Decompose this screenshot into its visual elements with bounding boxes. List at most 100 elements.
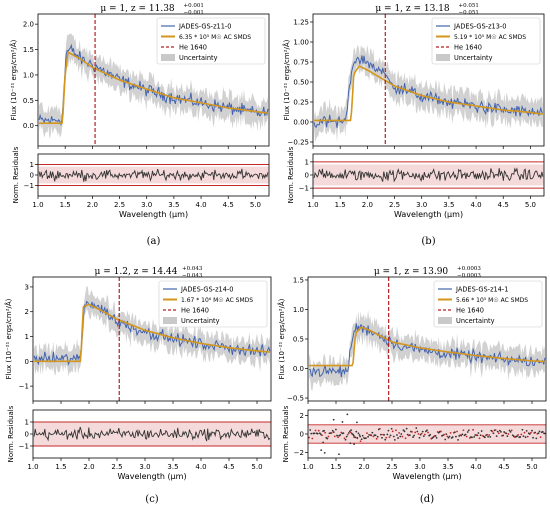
- resid-y-tick-label: 0: [25, 431, 29, 439]
- residual-point: [480, 430, 483, 432]
- title-subscript: −0.0003: [457, 273, 481, 279]
- residual-point: [486, 433, 488, 436]
- residual-point: [366, 432, 368, 434]
- legend: JADES-GS-z13-0 5.19 * 10⁵ M☉ AC SMDS He 16…: [431, 17, 541, 65]
- plot-area: [309, 310, 546, 391]
- y-tick-label: 1.0: [293, 306, 304, 314]
- residual-point: [411, 430, 413, 433]
- residual-point: [354, 436, 357, 439]
- residual-point: [321, 434, 323, 437]
- x-tick-label: 4.0: [470, 463, 481, 471]
- residual-point: [412, 436, 414, 438]
- resid-y-axis-label: Norm. Residuals: [287, 146, 295, 203]
- panel-title: μ = 1.2, z = 14.44: [95, 267, 178, 277]
- residual-point: [370, 434, 373, 437]
- legend: JADES-GS-z11-0 6.35 * 10⁵ M☉ AC SMDS He 16…: [156, 17, 266, 65]
- residual-point: [330, 432, 333, 434]
- residual-point: [392, 435, 395, 438]
- residual-point: [332, 431, 335, 434]
- residual-point: [337, 436, 339, 439]
- residual-point: [473, 436, 476, 438]
- plot-area: [33, 286, 271, 377]
- residual-point: [335, 428, 337, 431]
- residual-point: [517, 433, 519, 436]
- residual-point: [426, 429, 428, 432]
- residual-point: [435, 436, 438, 439]
- residual-point: [405, 427, 408, 430]
- residual-point: [434, 435, 437, 437]
- plot-area: [38, 33, 269, 139]
- residual-point: [398, 431, 401, 434]
- residual-point: [360, 438, 363, 441]
- residual-point: [445, 433, 448, 436]
- panel-title: μ = 1, z = 13.18: [375, 4, 450, 14]
- residual-point: [516, 435, 518, 437]
- residual-point: [339, 434, 342, 436]
- residual-point: [341, 421, 344, 423]
- x-tick-label: 4.0: [195, 463, 206, 471]
- residual-point: [497, 432, 500, 435]
- residual-point: [318, 432, 321, 435]
- residual-point: [415, 427, 418, 429]
- legend-entry: He 1640: [456, 307, 484, 315]
- series-observed-line: [33, 300, 271, 366]
- y-tick-label: 0.5: [293, 336, 304, 344]
- x-tick-label: 2.0: [83, 463, 94, 471]
- series-observed-line: [309, 323, 546, 378]
- x-tick-label: 1.0: [302, 463, 313, 471]
- residual-point: [488, 434, 491, 436]
- legend-swatch-uncertainty: [161, 54, 175, 61]
- residual-point: [349, 442, 352, 445]
- title-subscript: −0.051: [459, 10, 479, 16]
- residual-point: [402, 429, 405, 432]
- series-observed-line: [313, 55, 543, 128]
- legend-entry: 6.35 * 10⁵ M☉ AC SMDS: [179, 34, 251, 41]
- x-tick-label: 3.0: [139, 463, 150, 471]
- residual-point: [471, 436, 473, 439]
- residual-point: [446, 435, 449, 438]
- y-tick-label: 1.5: [23, 46, 34, 54]
- residual-point: [479, 434, 482, 437]
- residual-point: [408, 434, 411, 437]
- residual-plot-area: [33, 421, 271, 447]
- residual-point: [381, 436, 383, 439]
- residual-point: [352, 434, 355, 437]
- residual-point: [393, 438, 396, 441]
- residual-point: [346, 433, 349, 436]
- residual-point: [419, 433, 422, 436]
- residual-point: [489, 436, 492, 438]
- legend-box: [431, 17, 541, 65]
- legend-entry: 5.66 * 10⁵ M☉ AC SMDS: [456, 297, 528, 304]
- x-tick-label: 2.5: [389, 201, 400, 209]
- y-axis-label: Flux (10⁻²¹ ergs/cm²/Å): [277, 298, 286, 379]
- residual-point: [346, 413, 349, 416]
- residual-point: [320, 449, 323, 451]
- residual-point: [323, 429, 326, 432]
- residual-point: [502, 434, 504, 437]
- residual-point: [345, 435, 348, 438]
- y-tick-label: −0.25: [288, 139, 309, 147]
- residual-point: [314, 429, 317, 432]
- residual-point: [464, 433, 467, 436]
- residual-point: [455, 435, 457, 438]
- y-tick-label: 0.75: [293, 59, 309, 67]
- residual-line: [38, 168, 269, 182]
- y-tick-label: 3: [25, 283, 29, 291]
- y-axis-label: Flux (10⁻²¹ ergs/cm²/Å): [9, 39, 18, 120]
- residual-point: [487, 435, 489, 438]
- residual-point: [521, 428, 524, 431]
- residual-point: [356, 421, 358, 424]
- x-tick-label: 3.5: [442, 463, 453, 471]
- main-axes-frame: [32, 276, 272, 402]
- residual-point: [390, 427, 393, 430]
- residual-point: [372, 435, 375, 438]
- residual-point: [397, 437, 399, 439]
- uncertainty-band: [39, 33, 268, 139]
- x-tick-label: 3.5: [443, 201, 454, 209]
- residual-point: [543, 432, 546, 435]
- residual-point: [460, 434, 463, 437]
- legend-swatch-uncertainty: [438, 317, 452, 324]
- series-model-line: [39, 51, 268, 124]
- y-tick-label: 0: [25, 358, 29, 366]
- y-tick-label: 1: [25, 333, 29, 341]
